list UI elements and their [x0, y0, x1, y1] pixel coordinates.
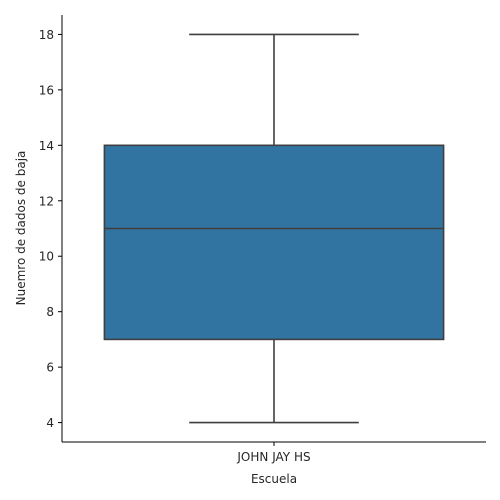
y-tick-label: 12 [39, 194, 54, 208]
y-tick-label: 14 [39, 139, 54, 153]
x-tick-label: JOHN JAY HS [236, 450, 310, 464]
y-tick-label: 10 [39, 250, 54, 264]
y-axis-label: Nuemro de dados de baja [14, 151, 28, 306]
y-axis-ticks: 4 6 8 10 12 14 16 18 [39, 28, 62, 430]
y-tick-label: 6 [46, 361, 54, 375]
box-group [103, 33, 445, 424]
y-tick-label: 18 [39, 28, 54, 42]
x-axis-label: Escuela [251, 472, 297, 486]
iqr-box [103, 144, 445, 341]
y-tick-label: 16 [39, 83, 54, 97]
y-tick-label: 4 [46, 416, 54, 430]
x-axis-ticks: JOHN JAY HS [236, 442, 311, 464]
y-tick-label: 8 [46, 305, 54, 319]
